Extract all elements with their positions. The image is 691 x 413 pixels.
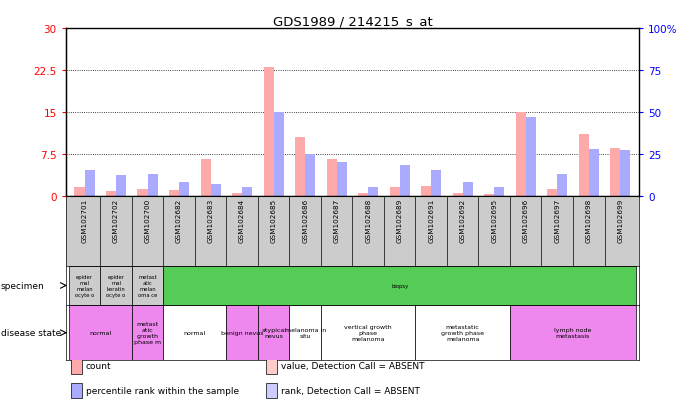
Text: value, Detection Call = ABSENT: value, Detection Call = ABSENT [281, 362, 424, 370]
Bar [621, 151, 630, 196]
Text: normal: normal [89, 330, 111, 335]
Bar [163, 306, 227, 360]
Text: GSM102699: GSM102699 [617, 198, 623, 242]
Text: metast
atic
melan
oma ce: metast atic melan oma ce [138, 275, 158, 297]
Text: GSM102697: GSM102697 [554, 198, 560, 242]
Bar [148, 174, 158, 196]
Bar [100, 266, 132, 306]
Bar [179, 183, 189, 196]
Bar [138, 190, 148, 196]
Bar [71, 358, 82, 374]
Text: vertical growth
phase
melanoma: vertical growth phase melanoma [344, 325, 392, 341]
Bar [589, 149, 599, 196]
Title: GDS1989 / 214215_s_at: GDS1989 / 214215_s_at [272, 15, 433, 28]
Bar [510, 306, 636, 360]
Text: metast
atic
growth
phase m: metast atic growth phase m [134, 322, 161, 344]
Bar [337, 163, 347, 196]
Bar [258, 306, 290, 360]
Text: GSM102687: GSM102687 [334, 198, 340, 242]
Text: percentile rank within the sample: percentile rank within the sample [86, 386, 239, 395]
Bar [267, 358, 276, 374]
Bar [263, 68, 274, 196]
Bar [232, 193, 242, 196]
Text: melanoma in
situ: melanoma in situ [285, 328, 325, 338]
Bar [368, 188, 378, 196]
Text: GSM102696: GSM102696 [522, 198, 529, 242]
Text: rank, Detection Call = ABSENT: rank, Detection Call = ABSENT [281, 386, 419, 395]
Bar [526, 118, 536, 196]
Text: count: count [86, 362, 111, 370]
Bar [169, 190, 179, 196]
Bar [399, 166, 410, 196]
Text: GSM102700: GSM102700 [144, 198, 151, 242]
Bar [132, 306, 163, 360]
Bar [106, 192, 116, 196]
Text: lymph node
metastasis: lymph node metastasis [554, 328, 591, 338]
Bar [484, 195, 494, 196]
Text: GSM102698: GSM102698 [586, 198, 591, 242]
Bar [227, 306, 258, 360]
Bar [242, 188, 252, 196]
Bar [547, 190, 557, 196]
Text: metastatic
growth phase
melanoma: metastatic growth phase melanoma [442, 325, 484, 341]
Text: GSM102702: GSM102702 [113, 198, 119, 242]
Bar [415, 306, 510, 360]
Bar [358, 193, 368, 196]
Text: GSM102686: GSM102686 [302, 198, 308, 242]
Bar [84, 171, 95, 196]
Text: GSM102692: GSM102692 [460, 198, 466, 242]
Bar [421, 186, 431, 196]
Bar [211, 184, 220, 196]
Bar [431, 171, 442, 196]
Bar [610, 149, 621, 196]
Bar [116, 176, 126, 196]
Text: epider
mal
melan
ocyte o: epider mal melan ocyte o [75, 275, 94, 297]
Bar [267, 382, 276, 398]
Text: epider
mal
keratin
ocyte o: epider mal keratin ocyte o [106, 275, 126, 297]
Bar [75, 188, 84, 196]
Bar [390, 188, 399, 196]
Bar [453, 193, 463, 196]
Text: specimen: specimen [1, 281, 44, 290]
Text: benign nevus: benign nevus [221, 330, 263, 335]
Text: normal: normal [184, 330, 206, 335]
Bar [557, 174, 567, 196]
Bar [69, 266, 100, 306]
Bar [71, 382, 82, 398]
Bar [463, 183, 473, 196]
Text: GSM102695: GSM102695 [491, 198, 498, 242]
Bar [295, 138, 305, 196]
Bar [163, 266, 636, 306]
Text: GSM102691: GSM102691 [428, 198, 434, 242]
Bar [321, 306, 415, 360]
Text: atypical
nevus: atypical nevus [261, 328, 286, 338]
Bar [515, 112, 526, 196]
Text: disease state: disease state [1, 328, 61, 337]
Text: GSM102688: GSM102688 [365, 198, 371, 242]
Text: GSM102683: GSM102683 [207, 198, 214, 242]
Text: GSM102689: GSM102689 [397, 198, 403, 242]
Text: GSM102701: GSM102701 [82, 198, 88, 242]
Text: GSM102682: GSM102682 [176, 198, 182, 242]
Text: biopsy: biopsy [391, 283, 408, 288]
Bar [327, 160, 337, 196]
Bar [494, 188, 504, 196]
Text: GSM102685: GSM102685 [271, 198, 276, 242]
Bar [132, 266, 163, 306]
Bar [305, 154, 315, 196]
Bar [69, 306, 132, 360]
Bar [200, 160, 211, 196]
Bar [578, 135, 589, 196]
Bar [274, 112, 284, 196]
Text: GSM102684: GSM102684 [239, 198, 245, 242]
Bar [290, 306, 321, 360]
